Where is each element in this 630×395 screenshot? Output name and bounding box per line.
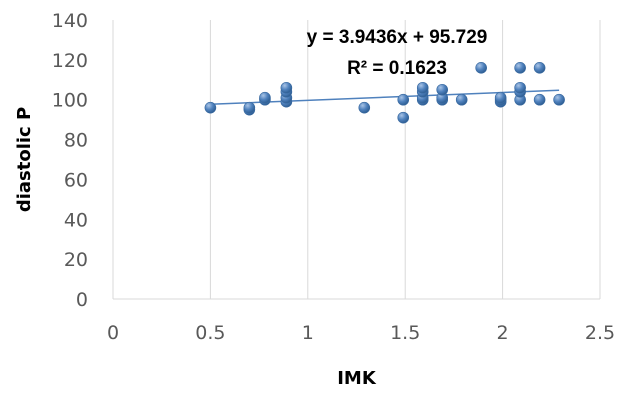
x-axis-title: IMK <box>337 368 377 389</box>
x-tick-label: 0 <box>107 322 119 344</box>
x-tick-label: 1.5 <box>390 322 420 344</box>
x-tick-label: 2 <box>497 322 509 344</box>
data-point <box>553 93 565 106</box>
y-tick-label: 120 <box>52 50 88 72</box>
data-point <box>243 101 256 114</box>
data-point <box>436 83 449 96</box>
x-tick-label: 0.5 <box>195 322 225 344</box>
x-tick-label: 2.5 <box>585 322 615 344</box>
y-tick-label: 40 <box>64 209 88 231</box>
data-point <box>455 93 468 106</box>
data-point <box>280 81 293 94</box>
data-point <box>416 81 429 94</box>
grid-lines <box>112 20 601 299</box>
data-point <box>397 93 410 106</box>
y-axis-title: diastolic P <box>14 107 35 212</box>
y-tick-label: 60 <box>64 169 88 191</box>
y-tick-label: 20 <box>64 249 88 271</box>
x-axis-ticks: 0 0.5 1 1.5 2 2.5 <box>107 322 615 344</box>
y-axis-ticks: 0 20 40 60 80 100 120 140 <box>52 10 88 311</box>
data-point <box>533 93 546 106</box>
data-point <box>514 81 526 94</box>
data-point <box>397 111 410 124</box>
y-tick-label: 0 <box>76 289 88 311</box>
y-tick-label: 80 <box>64 130 88 152</box>
data-point <box>514 62 526 74</box>
trendline-equation: y = 3.9436x + 95.729 <box>307 27 488 48</box>
y-tick-label: 100 <box>52 90 88 112</box>
data-point <box>358 101 371 114</box>
data-point <box>475 62 487 74</box>
data-point <box>533 62 546 74</box>
y-tick-label: 140 <box>52 10 88 32</box>
data-points <box>204 62 565 124</box>
trendline-r-squared: R² = 0.1623 <box>347 58 447 79</box>
data-point <box>204 101 217 114</box>
data-point <box>259 91 271 104</box>
data-point <box>494 91 507 104</box>
x-tick-label: 1 <box>302 322 314 344</box>
